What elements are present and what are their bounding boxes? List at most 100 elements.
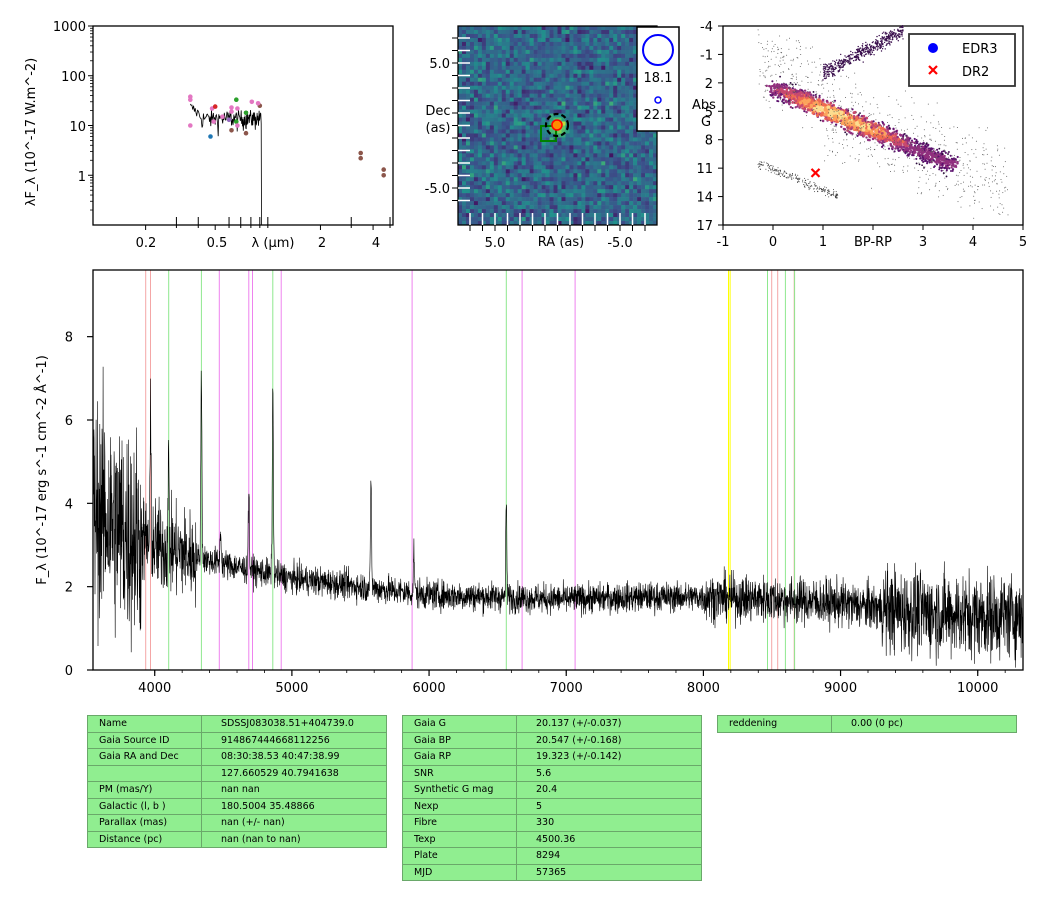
hr-star bbox=[840, 121, 845, 125]
hr-star bbox=[869, 103, 871, 105]
pixel bbox=[573, 173, 578, 178]
pixel bbox=[577, 157, 582, 162]
pixel bbox=[601, 85, 606, 90]
pixel bbox=[557, 29, 562, 35]
pixel bbox=[509, 29, 515, 35]
pixel bbox=[481, 57, 487, 63]
pixel bbox=[653, 193, 658, 198]
pixel bbox=[509, 53, 515, 59]
hr-star bbox=[812, 97, 814, 99]
hr-star bbox=[944, 160, 946, 162]
pixel bbox=[597, 37, 602, 43]
pixel bbox=[589, 157, 594, 162]
photometry-point bbox=[358, 150, 364, 156]
pixel bbox=[541, 197, 546, 202]
hr-star bbox=[950, 170, 952, 172]
hr-star bbox=[938, 144, 940, 146]
pixel bbox=[458, 209, 463, 214]
hr-star bbox=[870, 114, 872, 116]
hr-star bbox=[800, 96, 804, 100]
hr-star bbox=[799, 94, 803, 98]
pixel bbox=[525, 189, 530, 194]
pixel bbox=[553, 81, 558, 86]
pixel bbox=[549, 185, 554, 190]
pixel bbox=[477, 133, 483, 138]
pixel bbox=[469, 181, 475, 186]
pixel bbox=[521, 129, 526, 134]
pixel bbox=[621, 169, 626, 174]
pixel bbox=[473, 26, 479, 31]
hr-star bbox=[895, 35, 898, 37]
pixel bbox=[497, 201, 503, 206]
pixel bbox=[557, 213, 562, 218]
pixel bbox=[601, 105, 606, 110]
pixel bbox=[573, 157, 578, 162]
pixel bbox=[469, 73, 475, 79]
pixel bbox=[617, 53, 622, 59]
pixel bbox=[545, 153, 550, 158]
pixel bbox=[458, 205, 463, 210]
pixel bbox=[625, 185, 630, 190]
pixel bbox=[469, 69, 475, 75]
pixel bbox=[473, 61, 479, 67]
hr-star bbox=[959, 172, 961, 174]
pixel bbox=[597, 149, 602, 154]
hr-star bbox=[821, 84, 822, 86]
hr-star bbox=[990, 205, 992, 207]
pixel bbox=[533, 45, 538, 51]
pixel bbox=[541, 149, 546, 154]
pixel bbox=[621, 181, 626, 186]
hr-star bbox=[902, 145, 905, 149]
hr-star bbox=[899, 36, 901, 38]
pixel bbox=[481, 181, 487, 186]
hr-star bbox=[831, 104, 834, 107]
pixel bbox=[545, 141, 550, 146]
pixel bbox=[593, 53, 598, 59]
pixel bbox=[501, 209, 507, 214]
pixel bbox=[589, 77, 594, 83]
hr-star bbox=[839, 88, 841, 90]
pixel bbox=[461, 93, 467, 98]
pixel bbox=[565, 193, 570, 198]
hr-star bbox=[999, 214, 1001, 215]
pixel bbox=[585, 169, 590, 174]
pixel bbox=[485, 97, 491, 102]
pixel bbox=[581, 125, 586, 130]
hr-star bbox=[859, 53, 862, 55]
pixel bbox=[557, 45, 562, 51]
hr-star bbox=[839, 123, 841, 124]
pixel bbox=[525, 213, 530, 218]
pixel bbox=[641, 213, 646, 218]
pixel bbox=[513, 201, 518, 206]
pixel bbox=[501, 37, 507, 43]
pixel bbox=[645, 153, 650, 158]
hr-star bbox=[914, 151, 917, 154]
pixel bbox=[469, 105, 475, 110]
pixel bbox=[537, 29, 542, 35]
pixel bbox=[565, 61, 570, 67]
pixel bbox=[517, 26, 522, 31]
hr-star bbox=[947, 187, 949, 189]
pixel bbox=[525, 45, 530, 51]
pixel bbox=[629, 193, 634, 198]
pixel bbox=[521, 197, 526, 202]
pixel bbox=[517, 37, 522, 43]
hr-star bbox=[985, 148, 987, 150]
pixel bbox=[641, 137, 646, 142]
pixel bbox=[613, 145, 618, 150]
pixel bbox=[473, 217, 479, 222]
pixel bbox=[513, 193, 518, 198]
pixel bbox=[601, 213, 606, 218]
mag-circle-large bbox=[642, 34, 674, 66]
pixel bbox=[509, 201, 515, 206]
pixel bbox=[597, 213, 602, 218]
hr-star bbox=[910, 149, 913, 152]
pixel bbox=[589, 213, 594, 218]
hr-star bbox=[978, 201, 980, 203]
pixel bbox=[569, 97, 574, 102]
pixel bbox=[458, 181, 463, 186]
pixel bbox=[593, 97, 598, 102]
pixel bbox=[481, 117, 487, 122]
hr-star bbox=[904, 90, 906, 92]
pixel bbox=[549, 201, 554, 206]
